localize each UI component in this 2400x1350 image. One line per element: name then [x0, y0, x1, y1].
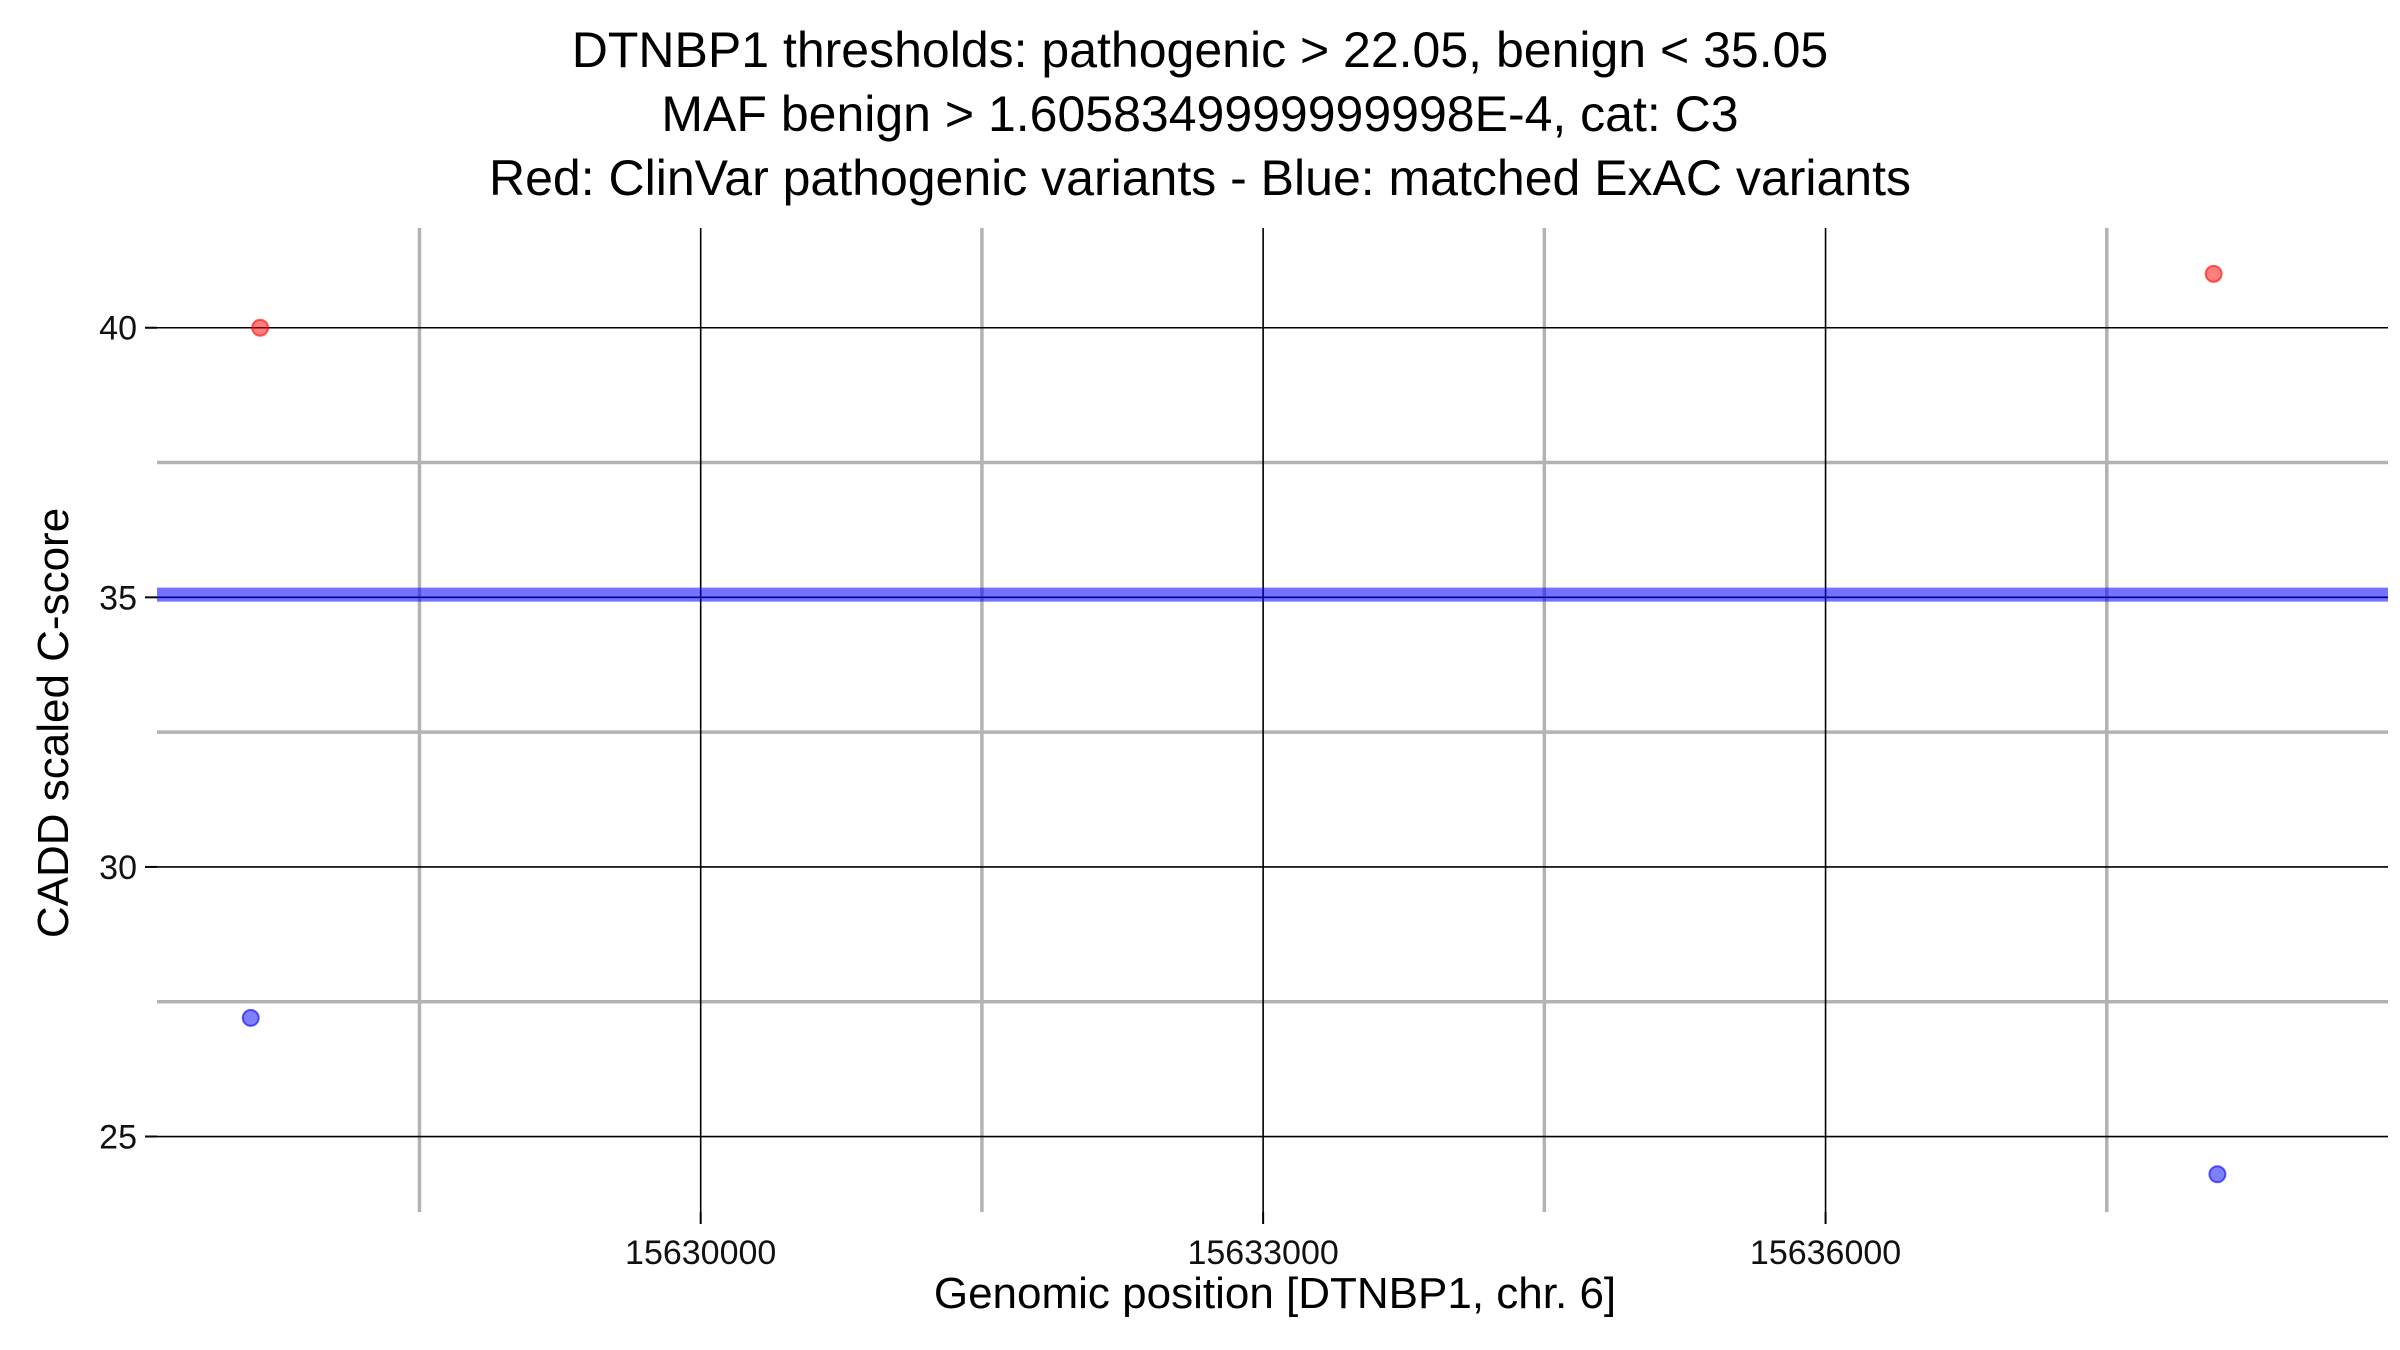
data-points — [241, 264, 2227, 1184]
y-tick-label: 40 — [99, 310, 137, 348]
y-tick-label: 30 — [99, 849, 137, 887]
data-point — [2208, 1165, 2227, 1184]
data-point — [251, 318, 270, 337]
x-tick-label: 15633000 — [1187, 1234, 1338, 1272]
data-point — [2204, 264, 2223, 283]
axes: 25 30 35 40 15630000 15633000 15636000 — [99, 310, 1901, 1272]
chart-title-line-3: Red: ClinVar pathogenic variants - Blue:… — [489, 150, 1911, 206]
x-tick-label: 15630000 — [625, 1234, 776, 1272]
chart-title: DTNBP1 thresholds: pathogenic > 22.05, b… — [0, 18, 2400, 210]
threshold-lines — [157, 587, 2388, 602]
y-tick-label: 35 — [99, 579, 137, 617]
data-point — [241, 1008, 260, 1027]
y-axis-label: CADD scaled C-score — [29, 508, 78, 938]
y-tick-label: 25 — [99, 1119, 137, 1157]
grid-lines — [157, 228, 2388, 1212]
x-axis-label: Genomic position [DTNBP1, chr. 6] — [934, 1269, 1616, 1318]
chart-title-line-1: DTNBP1 thresholds: pathogenic > 22.05, b… — [571, 22, 1829, 78]
x-tick-label: 15636000 — [1750, 1234, 1901, 1272]
chart-title-line-2: MAF benign > 1.6058349999999998E-4, cat:… — [661, 86, 1739, 142]
